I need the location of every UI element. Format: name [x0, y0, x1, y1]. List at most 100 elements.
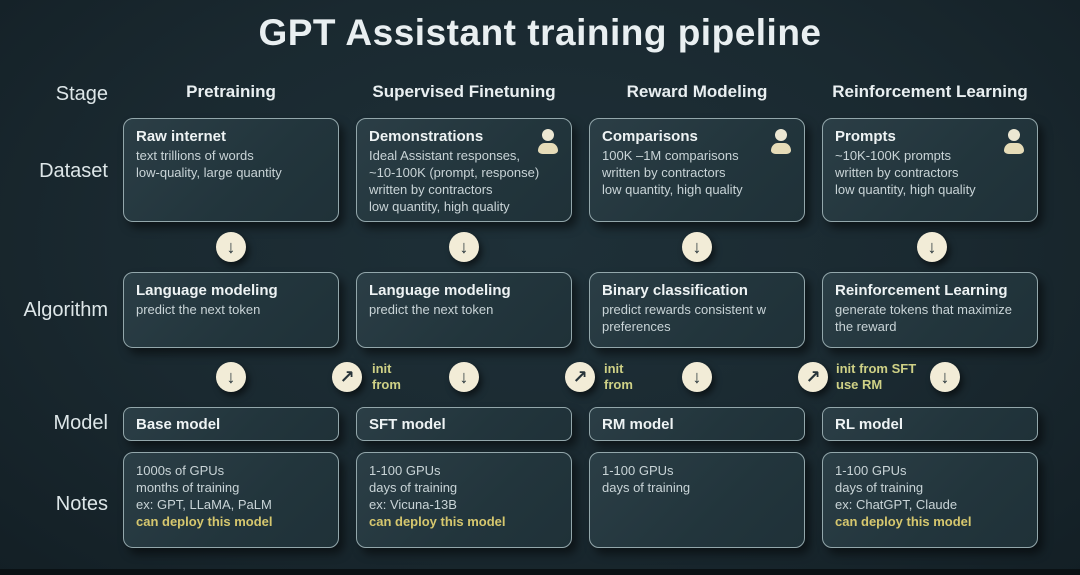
- notes-highlight-deploy: can deploy this model: [369, 514, 506, 529]
- algorithm-line: the reward: [835, 319, 897, 334]
- person-icon-head: [542, 129, 554, 141]
- model-name: RL model: [835, 415, 904, 433]
- notes-box-pretraining: 1000s of GPUs months of training ex: GPT…: [123, 452, 339, 548]
- person-icon: [537, 129, 559, 155]
- person-icon-body: [538, 143, 558, 154]
- down-arrow-icon: ↓: [216, 232, 246, 262]
- notes-highlight-deploy: can deploy this model: [136, 514, 273, 529]
- model-box-rm: RM model: [589, 407, 805, 441]
- down-arrow-icon: ↓: [917, 232, 947, 262]
- notes-box-reward-modeling: 1-100 GPUs days of training: [589, 452, 805, 548]
- person-icon-body: [1004, 143, 1024, 154]
- dataset-box-supervised-finetuning: Demonstrations Ideal Assistant responses…: [356, 118, 572, 222]
- row-label-stage: Stage: [55, 83, 108, 105]
- init-from-sft-use-rm-label: init from SFT use RM: [836, 361, 916, 393]
- dataset-line: written by contractors: [602, 165, 726, 180]
- video-letterbox-strip: [0, 569, 1080, 575]
- slide-title: GPT Assistant training pipeline: [258, 12, 822, 53]
- notes-line: days of training: [602, 480, 691, 495]
- init-diagonal-arrow-icon: ↗: [798, 362, 828, 392]
- model-name: SFT model: [369, 415, 446, 433]
- person-icon-body: [771, 143, 791, 154]
- dataset-title: Demonstrations: [369, 128, 484, 145]
- notes-line: 1-100 GPUs: [369, 463, 441, 478]
- init-label-line: init from SFT: [836, 361, 917, 376]
- init-label-line: from: [604, 377, 633, 392]
- init-label-line: init: [372, 361, 392, 376]
- model-name: Base model: [136, 415, 221, 433]
- dataset-title: Raw internet: [136, 128, 227, 145]
- dataset-box-pretraining: Raw internet text trillions of words low…: [123, 118, 339, 222]
- init-label-line: use RM: [836, 377, 883, 392]
- algorithm-box-supervised-finetuning: Language modeling predict the next token: [356, 272, 572, 348]
- notes-line: 1-100 GPUs: [835, 463, 907, 478]
- notes-line: days of training: [835, 480, 924, 495]
- dataset-line: 100K –1M comparisons: [602, 148, 739, 163]
- notes-line: ex: Vicuna-13B: [369, 497, 457, 512]
- model-box-sft: SFT model: [356, 407, 572, 441]
- notes-line: days of training: [369, 480, 458, 495]
- dataset-line: low quantity, high quality: [835, 182, 976, 197]
- init-label-line: init: [604, 361, 624, 376]
- init-diagonal-arrow-icon: ↗: [332, 362, 362, 392]
- down-arrow-icon: ↓: [682, 232, 712, 262]
- notes-box-supervised-finetuning: 1-100 GPUs days of training ex: Vicuna-1…: [356, 452, 572, 548]
- init-from-label: init from: [372, 361, 401, 393]
- down-arrow-icon: ↓: [216, 362, 246, 392]
- dataset-line: low-quality, large quantity: [136, 165, 282, 180]
- dataset-title: Prompts: [835, 128, 896, 145]
- algorithm-line: generate tokens that maximize: [835, 302, 1013, 317]
- person-icon: [770, 129, 792, 155]
- down-arrow-icon: ↓: [449, 232, 479, 262]
- notes-line: months of training: [136, 480, 240, 495]
- init-label-line: from: [372, 377, 401, 392]
- algorithm-title: Binary classification: [602, 282, 748, 299]
- algorithm-box-pretraining: Language modeling predict the next token: [123, 272, 339, 348]
- dataset-line: low quantity, high quality: [602, 182, 743, 197]
- notes-line: 1-100 GPUs: [602, 463, 674, 478]
- dataset-line: ~10-100K (prompt, response): [369, 165, 540, 180]
- dataset-box-reward-modeling: Comparisons 100K –1M comparisons written…: [589, 118, 805, 222]
- dataset-title: Comparisons: [602, 128, 698, 145]
- init-diagonal-arrow-icon: ↗: [565, 362, 595, 392]
- algorithm-line: preferences: [602, 319, 671, 334]
- stage-header-supervised-finetuning: Supervised Finetuning: [372, 82, 556, 101]
- algorithm-box-reinforcement-learning: Reinforcement Learning generate tokens t…: [822, 272, 1038, 348]
- notes-box-reinforcement-learning: 1-100 GPUs days of training ex: ChatGPT,…: [822, 452, 1038, 548]
- down-arrow-icon: ↓: [682, 362, 712, 392]
- model-name: RM model: [602, 415, 674, 433]
- init-from-label: init from: [604, 361, 633, 393]
- down-arrow-icon: ↓: [449, 362, 479, 392]
- person-icon-head: [775, 129, 787, 141]
- dataset-line: ~10K-100K prompts: [835, 148, 951, 163]
- stage-header-reward-modeling: Reward Modeling: [626, 82, 768, 101]
- row-label-model: Model: [53, 412, 108, 434]
- dataset-line: written by contractors: [835, 165, 959, 180]
- algorithm-title: Language modeling: [136, 282, 278, 299]
- dataset-line: low quantity, high quality: [369, 199, 510, 214]
- dataset-line: text trillions of words: [136, 148, 254, 163]
- person-icon: [1003, 129, 1025, 155]
- stage-header-reinforcement-learning: Reinforcement Learning: [832, 82, 1028, 101]
- notes-line: ex: GPT, LLaMA, PaLM: [136, 497, 272, 512]
- stage-header-pretraining: Pretraining: [186, 82, 276, 101]
- dataset-line: written by contractors: [369, 182, 493, 197]
- row-label-notes: Notes: [55, 493, 108, 515]
- person-icon-head: [1008, 129, 1020, 141]
- dataset-box-reinforcement-learning: Prompts ~10K-100K prompts written by con…: [822, 118, 1038, 222]
- algorithm-line: predict the next token: [369, 302, 494, 317]
- notes-line: 1000s of GPUs: [136, 463, 225, 478]
- model-box-rl: RL model: [822, 407, 1038, 441]
- model-box-base: Base model: [123, 407, 339, 441]
- algorithm-line: predict the next token: [136, 302, 261, 317]
- notes-line: ex: ChatGPT, Claude: [835, 497, 958, 512]
- row-label-algorithm: Algorithm: [23, 299, 108, 321]
- row-label-dataset: Dataset: [39, 160, 108, 182]
- notes-highlight-deploy: can deploy this model: [835, 514, 972, 529]
- algorithm-title: Language modeling: [369, 282, 511, 299]
- dataset-line: Ideal Assistant responses,: [369, 148, 521, 163]
- algorithm-line: predict rewards consistent w: [602, 302, 767, 317]
- algorithm-title: Reinforcement Learning: [835, 282, 1008, 299]
- down-arrow-icon: ↓: [930, 362, 960, 392]
